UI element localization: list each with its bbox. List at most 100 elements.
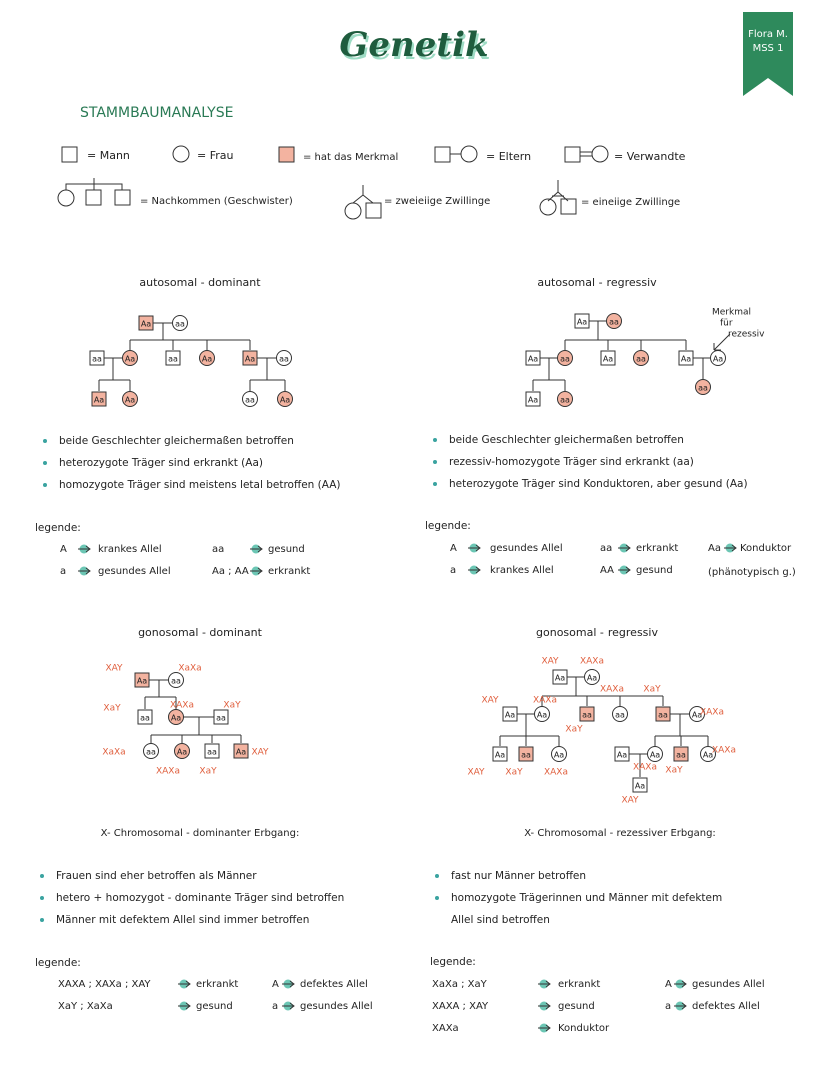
section-title: STAMMBAUMANALYSE — [80, 105, 233, 121]
legend-key: a — [665, 1001, 671, 1012]
genotype-label: XAXa — [580, 657, 604, 667]
bullet-text: Männer mit defektem Allel sind immer bet… — [56, 914, 309, 926]
bullet-text: Frauen sind eher betroffen als Männer — [56, 870, 257, 882]
genotype-label: XAY — [251, 748, 269, 758]
pedigree-female — [534, 706, 550, 722]
pedigree-male — [213, 709, 229, 725]
pedigree-female — [276, 350, 292, 366]
symbol-legend: = Mann = Frau = hat das Merkmal = Eltern… — [57, 145, 686, 220]
pedigree-male — [600, 350, 616, 366]
annotation: für — [720, 319, 733, 329]
legend-value: erkrankt — [196, 979, 238, 990]
symbol-offspring — [114, 189, 131, 206]
symbol-identical-twins — [547, 180, 569, 202]
pedigree-male — [574, 313, 590, 329]
pedigree-male — [579, 706, 595, 722]
genotype-label: XAY — [621, 796, 639, 806]
bullet-dot — [435, 896, 439, 900]
pedigree-male — [655, 706, 671, 722]
genotype-label: XaY — [565, 725, 583, 735]
legend-arrow — [674, 1002, 687, 1010]
node-label: Aa — [137, 677, 147, 686]
legend-value: gesund — [196, 1001, 233, 1012]
legend-value: krankes Allel — [490, 565, 554, 576]
legend-title: legende: — [35, 522, 81, 534]
bullet-text: heterozygote Träger sind Konduktoren, ab… — [449, 478, 748, 490]
bullet-dot — [40, 896, 44, 900]
node-label: Aa — [495, 751, 505, 760]
bullet-dot — [433, 438, 437, 442]
legend-value: defektes Allel — [692, 1001, 760, 1012]
legend-key: a — [272, 1001, 278, 1012]
symbol-relatives — [564, 146, 581, 163]
caption: X- Chromosomal - dominanter Erbgang: — [101, 828, 300, 839]
node-label: Aa — [587, 674, 597, 683]
legend-key: a — [450, 565, 456, 576]
node-label: Aa — [577, 318, 587, 327]
genotype-label: XAY — [481, 696, 499, 706]
node-label: aa — [171, 677, 181, 686]
bullet-dot — [43, 483, 47, 487]
legend-key: aa — [212, 544, 224, 555]
symbol-male — [61, 146, 78, 163]
pedigree-female — [168, 709, 184, 725]
pedigree-female — [551, 746, 567, 762]
symbol-label: = Mann — [87, 149, 130, 162]
heading-part: gonosomal - dominant — [138, 626, 263, 639]
heading-part: regressiv — [607, 276, 658, 289]
node-label: aa — [168, 355, 178, 364]
bullet-dot — [43, 439, 47, 443]
annotation-arrow — [713, 333, 731, 351]
genotype-label: XAXa — [170, 701, 194, 711]
legend-key: A — [272, 979, 279, 990]
node-label: Aa — [125, 355, 135, 364]
pedigree-female — [174, 743, 190, 759]
symbol-affected — [278, 146, 295, 163]
legend-key: aa — [600, 543, 612, 554]
legend-arrow — [178, 980, 191, 988]
symbol-identical-twins — [539, 198, 557, 216]
pedigree-female — [143, 743, 159, 759]
badge — [743, 12, 793, 96]
genotype-label: XaY — [643, 685, 661, 695]
heading-part: gonosomal - — [536, 626, 604, 639]
badge-text: Flora M. — [748, 29, 788, 40]
legend-value: Konduktor — [740, 543, 792, 554]
pedigree-male — [242, 350, 258, 366]
symbol-twins — [344, 202, 362, 220]
legend-value: gesund — [268, 544, 305, 555]
legend-arrow — [78, 545, 91, 553]
bullet-text: heterozygote Träger sind erkrankt (Aa) — [59, 457, 263, 469]
symbol-label: = hat das Merkmal — [303, 152, 398, 163]
legend-key: a — [60, 566, 66, 577]
node-label: aa — [245, 396, 255, 405]
node-label: aa — [582, 711, 592, 720]
symbol-label: = Frau — [197, 149, 233, 162]
genotype-label: XAXa — [156, 767, 180, 777]
pedigree-male — [525, 350, 541, 366]
symbol-identical-twins — [560, 198, 577, 215]
node-label: aa — [615, 711, 625, 720]
symbol-offspring — [57, 189, 75, 207]
legend-value: Konduktor — [558, 1023, 610, 1034]
pedigree-female — [689, 706, 705, 722]
heading-part: autosomal - — [537, 276, 602, 289]
genotype-label: XAY — [541, 657, 559, 667]
pedigree-female — [557, 391, 573, 407]
bullet-text: Allel sind betroffen — [451, 914, 550, 926]
bullet-text: hetero + homozygot - dominante Träger si… — [56, 892, 344, 904]
bullet-text: homozygote Trägerinnen und Männer mit de… — [451, 892, 722, 904]
pedigree-male — [89, 350, 105, 366]
bullet-dot — [433, 460, 437, 464]
legend-title: legende: — [430, 956, 476, 968]
panel: gonosomal - dominant Aa XAY aa XaXa aa XaY Aa XA… — [26, 626, 389, 1012]
pedigree-male — [673, 746, 689, 762]
legend-title: legende: — [425, 520, 471, 532]
pedigree-female — [242, 391, 258, 407]
legend-value: gesundes Allel — [692, 979, 765, 990]
node-label: Aa — [236, 748, 246, 757]
legend-key: XaY ; XaXa — [58, 1001, 113, 1012]
node-label: Aa — [617, 751, 627, 760]
